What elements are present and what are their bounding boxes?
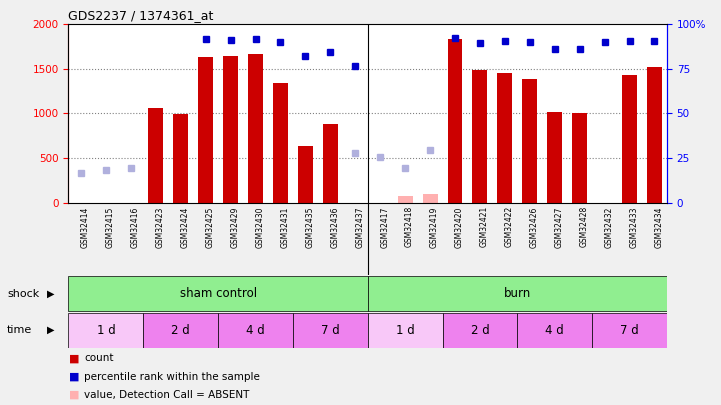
Text: count: count (84, 354, 114, 363)
Text: GSM32414: GSM32414 (81, 206, 90, 247)
Text: 4 d: 4 d (545, 324, 564, 337)
Text: GSM32419: GSM32419 (430, 206, 439, 247)
Bar (223, 56, 238, 202)
Text: GSM32424: GSM32424 (181, 206, 190, 247)
Text: 7 d: 7 d (321, 324, 340, 337)
Bar (68, 276, 368, 311)
Text: GSM32432: GSM32432 (605, 206, 614, 247)
Text: GSM32417: GSM32417 (380, 206, 389, 247)
Bar (592, 313, 667, 347)
Bar (143, 313, 218, 347)
Text: shock: shock (7, 289, 40, 298)
Bar (368, 313, 443, 347)
Bar (298, 146, 313, 202)
Bar (323, 124, 338, 202)
Text: 2 d: 2 d (471, 324, 490, 337)
Bar (173, 114, 188, 202)
Text: GSM32423: GSM32423 (156, 206, 165, 247)
Text: value, Detection Call = ABSENT: value, Detection Call = ABSENT (84, 390, 249, 400)
Bar (398, 196, 412, 202)
Bar (522, 79, 537, 202)
Bar (68, 313, 143, 347)
Text: GSM32433: GSM32433 (629, 206, 639, 247)
Bar (273, 83, 288, 202)
Text: GSM32428: GSM32428 (580, 206, 588, 247)
Text: ▶: ▶ (47, 289, 54, 298)
Text: 7 d: 7 d (620, 324, 639, 337)
Bar (248, 54, 263, 202)
Bar (423, 194, 438, 202)
Text: GSM32429: GSM32429 (231, 206, 239, 247)
Bar (368, 276, 667, 311)
Text: GSM32431: GSM32431 (280, 206, 289, 247)
Text: ■: ■ (68, 354, 79, 363)
Text: sham control: sham control (180, 287, 257, 300)
Bar (497, 73, 513, 202)
Bar (622, 75, 637, 202)
Text: GSM32421: GSM32421 (480, 206, 489, 247)
Bar (472, 70, 487, 202)
Text: 1 d: 1 d (396, 324, 415, 337)
Bar (443, 313, 518, 347)
Text: 1 d: 1 d (97, 324, 115, 337)
Text: GSM32430: GSM32430 (255, 206, 265, 247)
Text: GSM32415: GSM32415 (106, 206, 115, 247)
Text: GSM32420: GSM32420 (455, 206, 464, 247)
Text: ■: ■ (68, 390, 79, 400)
Text: GSM32418: GSM32418 (405, 206, 414, 247)
Text: GSM32416: GSM32416 (131, 206, 140, 247)
Text: GSM32437: GSM32437 (355, 206, 364, 247)
Text: GSM32425: GSM32425 (205, 206, 215, 247)
Bar (149, 108, 163, 202)
Bar (547, 112, 562, 202)
Bar (647, 67, 662, 202)
Text: GSM32426: GSM32426 (530, 206, 539, 247)
Text: time: time (7, 325, 32, 335)
Text: GSM32422: GSM32422 (505, 206, 514, 247)
Text: GSM32436: GSM32436 (330, 206, 340, 247)
Bar (218, 313, 293, 347)
Text: 2 d: 2 d (172, 324, 190, 337)
Text: burn: burn (504, 287, 531, 300)
Bar (518, 313, 592, 347)
Text: ■: ■ (68, 372, 79, 382)
Bar (293, 313, 368, 347)
Bar (198, 57, 213, 202)
Text: 4 d: 4 d (246, 324, 265, 337)
Text: ▶: ▶ (47, 325, 54, 335)
Bar (572, 113, 587, 202)
Text: GSM32435: GSM32435 (306, 206, 314, 247)
Text: percentile rank within the sample: percentile rank within the sample (84, 372, 260, 382)
Text: GDS2237 / 1374361_at: GDS2237 / 1374361_at (68, 9, 214, 22)
Text: GSM32427: GSM32427 (554, 206, 564, 247)
Text: GSM32434: GSM32434 (655, 206, 663, 247)
Bar (448, 38, 462, 202)
